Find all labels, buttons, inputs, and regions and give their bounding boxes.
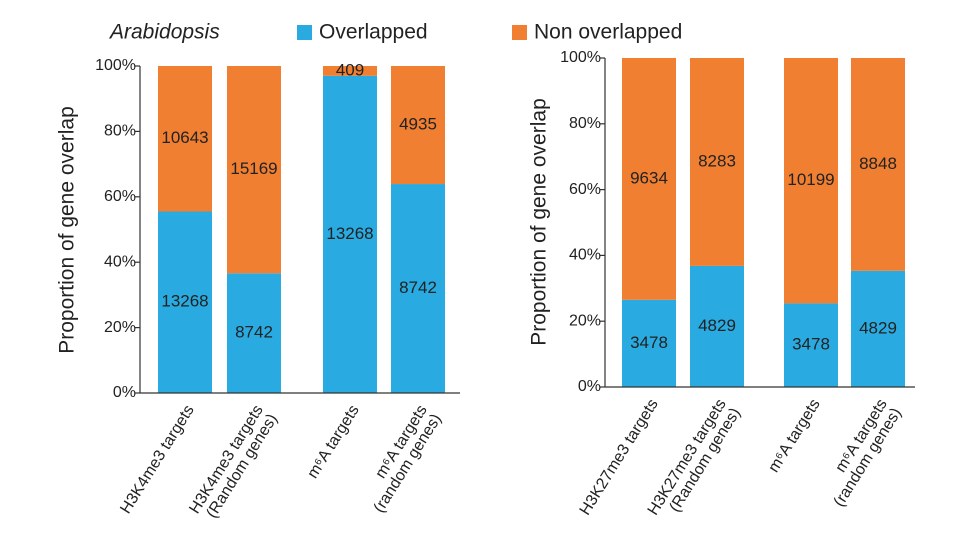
bar-segment <box>690 58 744 266</box>
count-label: 10199 <box>787 170 834 189</box>
bar-segment <box>227 66 281 274</box>
count-label: 8283 <box>698 151 736 170</box>
count-label: 9634 <box>630 168 668 187</box>
count-label: 8742 <box>399 278 437 297</box>
count-label: 3478 <box>792 335 830 354</box>
count-label: 3478 <box>630 333 668 352</box>
x-tick-label: H3K27me3 targets <box>577 396 662 518</box>
count-label: 4829 <box>859 318 897 337</box>
bar-segment <box>391 66 445 185</box>
y-tick-label: 80% <box>569 115 601 132</box>
x-tick-label: H3K27me3 targets(Random genes) <box>645 396 744 527</box>
bar-segment <box>851 58 905 271</box>
count-label: 13268 <box>161 292 208 311</box>
x-tick-label: m⁶A targets(random genes) <box>817 396 906 510</box>
bar-segment <box>690 265 744 387</box>
bar-segment <box>851 270 905 387</box>
count-label: 4935 <box>399 115 437 134</box>
bar-segment <box>323 66 377 76</box>
y-tick-label: 100% <box>95 57 136 74</box>
y-axis-label: Proportion of gene overlap <box>528 98 551 346</box>
bar-segment <box>158 211 212 393</box>
x-tick-label: m⁶A targets <box>766 396 824 475</box>
legend-label: Non overlapped <box>534 21 682 44</box>
bar-segment <box>784 58 838 304</box>
bar-segment <box>622 58 676 300</box>
legend-swatch <box>297 25 312 40</box>
y-tick-label: 60% <box>569 181 601 198</box>
x-tick-label: H3K4me3 targets(Random genes) <box>187 402 282 526</box>
bar-segment <box>227 273 281 393</box>
count-label: 4829 <box>698 316 736 335</box>
count-label: 409 <box>336 60 364 79</box>
y-tick-label: 20% <box>569 312 601 329</box>
x-tick-label: m⁶A targets(random genes) <box>357 402 446 516</box>
y-tick-label: 20% <box>104 319 136 336</box>
legend-label: Overlapped <box>319 21 428 44</box>
bar-segment <box>622 299 676 387</box>
count-label: 13268 <box>326 224 373 243</box>
y-tick-label: 80% <box>104 123 136 140</box>
y-tick-label: 100% <box>560 49 601 66</box>
count-label: 8742 <box>235 323 273 342</box>
y-tick-label: 60% <box>104 188 136 205</box>
count-label: 15169 <box>230 159 277 178</box>
y-tick-label: 0% <box>578 378 601 395</box>
y-tick-label: 40% <box>104 253 136 270</box>
x-tick-label: m⁶A targets <box>305 402 363 481</box>
legend-swatch <box>512 25 527 40</box>
y-axis-label: Proportion of gene overlap <box>56 106 79 354</box>
bar-segment <box>391 184 445 393</box>
x-tick-line: m⁶A targets <box>766 396 824 475</box>
bar-segment <box>784 303 838 387</box>
x-tick-line: H3K27me3 targets <box>577 396 662 518</box>
bar-segment <box>323 75 377 393</box>
chart-title: Arabidopsis <box>108 21 220 44</box>
x-tick-line: m⁶A targets <box>305 402 363 481</box>
y-tick-label: 40% <box>569 247 601 264</box>
bar-segment <box>158 66 212 212</box>
count-label: 8848 <box>859 154 897 173</box>
x-tick-line: H3K4me3 targets <box>118 402 198 517</box>
x-tick-label: H3K4me3 targets <box>118 402 198 517</box>
count-label: 10643 <box>161 128 208 147</box>
y-tick-label: 0% <box>113 384 136 401</box>
